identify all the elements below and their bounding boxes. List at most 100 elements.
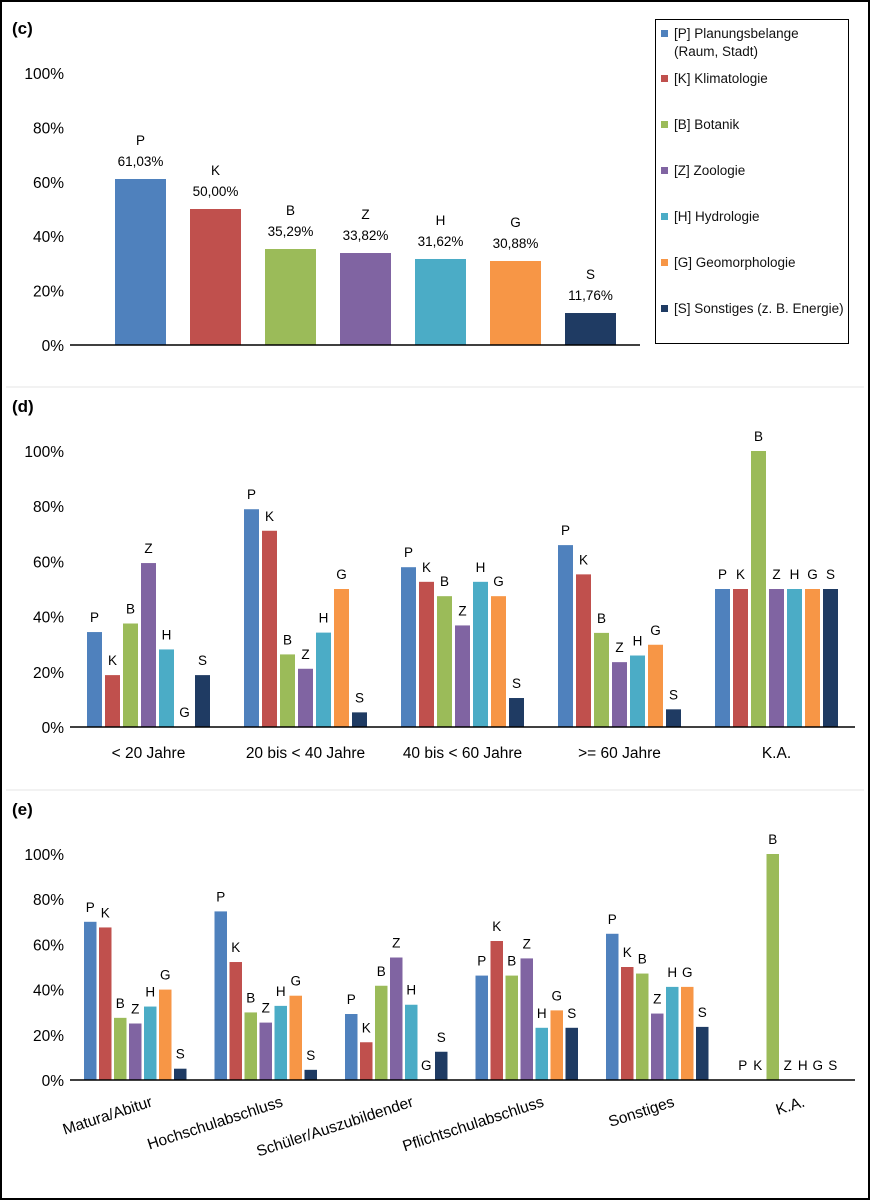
bar-H bbox=[415, 258, 466, 345]
panel-label: (c) bbox=[12, 19, 33, 38]
y-tick-label: 80% bbox=[33, 892, 64, 909]
bar-B bbox=[244, 1012, 257, 1080]
legend: [P] Planungsbelange (Raum, Stadt) [K] Kli… bbox=[655, 19, 849, 344]
bar-key-label: S bbox=[586, 267, 595, 282]
y-tick-label: 80% bbox=[33, 499, 64, 516]
bar-B bbox=[766, 854, 779, 1080]
bar-key-label: Z bbox=[615, 640, 623, 655]
bar-key-label: G bbox=[179, 705, 190, 720]
bar-key-label: H bbox=[790, 567, 800, 582]
bar-H bbox=[316, 632, 331, 727]
bar-key-label: S bbox=[698, 1005, 707, 1020]
bar-key-label: K bbox=[492, 919, 501, 934]
bar-B bbox=[505, 975, 518, 1080]
y-tick-label: 20% bbox=[33, 665, 64, 682]
bar-key-label: H bbox=[162, 627, 172, 642]
legend-label: [K] Klimatologie bbox=[674, 71, 768, 86]
bar-key-label: K bbox=[265, 509, 274, 524]
bar-key-label: G bbox=[160, 968, 171, 983]
bar-P bbox=[244, 509, 259, 727]
legend-label: [Z] Zoologie bbox=[674, 163, 746, 178]
bar-key-label: B bbox=[507, 954, 516, 969]
bar-G bbox=[289, 995, 302, 1080]
panel-label: (e) bbox=[12, 800, 33, 819]
bar-B bbox=[280, 654, 295, 727]
y-tick-label: 60% bbox=[33, 175, 64, 192]
bar-S bbox=[195, 675, 210, 727]
y-tick-label: 100% bbox=[24, 444, 64, 461]
bar-key-label: K bbox=[623, 945, 632, 960]
legend-label: [S] Sonstiges (z. B. Energie) bbox=[674, 301, 844, 316]
bar-K bbox=[262, 530, 277, 727]
bar-key-label: B bbox=[638, 952, 647, 967]
bar-S bbox=[565, 1027, 578, 1080]
bar-P bbox=[214, 911, 227, 1080]
bar-Z bbox=[129, 1023, 142, 1080]
y-tick-label: 0% bbox=[42, 1073, 65, 1090]
bar-H bbox=[787, 589, 802, 727]
bar-B bbox=[123, 623, 138, 727]
bar-key-label: B bbox=[286, 203, 295, 218]
bar-Z bbox=[390, 957, 403, 1080]
y-tick-label: 40% bbox=[33, 610, 64, 627]
bar-key-label: Z bbox=[392, 936, 400, 951]
category-label: >= 60 Jahre bbox=[578, 745, 661, 762]
bar-P bbox=[84, 921, 97, 1080]
bar-key-label: S bbox=[176, 1047, 185, 1062]
bar-key-label: G bbox=[290, 974, 301, 989]
category-label: Sonstiges bbox=[606, 1094, 676, 1131]
bar-key-label: K bbox=[108, 653, 117, 668]
bar-H bbox=[159, 649, 174, 727]
bar-key-label: K bbox=[362, 1020, 371, 1035]
bar-key-label: K bbox=[101, 905, 110, 920]
bar-Z bbox=[298, 668, 313, 727]
bar-Z bbox=[769, 589, 784, 727]
bar-key-label: S bbox=[198, 653, 207, 668]
bar-key-label: S bbox=[828, 1058, 837, 1073]
bar-H bbox=[630, 655, 645, 727]
bar-key-label: Z bbox=[772, 567, 780, 582]
y-tick-label: 100% bbox=[24, 66, 64, 83]
bar-key-label: G bbox=[807, 567, 818, 582]
bar-key-label: S bbox=[355, 690, 364, 705]
bar-key-label: Z bbox=[784, 1058, 792, 1073]
bar-P bbox=[558, 545, 573, 727]
bar-value-label: 11,76% bbox=[568, 288, 613, 303]
bar-K bbox=[576, 574, 591, 727]
bar-G bbox=[159, 989, 172, 1080]
bar-G bbox=[805, 589, 820, 727]
bar-Z bbox=[520, 958, 533, 1080]
bar-S bbox=[666, 709, 681, 727]
bar-key-label: P bbox=[738, 1058, 747, 1073]
bar-B bbox=[751, 451, 766, 727]
bar-B bbox=[114, 1017, 127, 1080]
bar-B bbox=[265, 249, 316, 345]
bar-key-label: Z bbox=[131, 1002, 139, 1017]
bar-S bbox=[352, 712, 367, 727]
bar-G bbox=[550, 1010, 563, 1080]
bar-key-label: Z bbox=[458, 603, 466, 618]
bar-key-label: Z bbox=[361, 207, 369, 222]
bar-key-label: B bbox=[754, 429, 763, 444]
bar-value-label: 33,82% bbox=[343, 228, 389, 243]
bar-S bbox=[823, 589, 838, 727]
category-label: K.A. bbox=[762, 745, 791, 762]
bar-K bbox=[105, 675, 120, 727]
bar-K bbox=[360, 1042, 373, 1080]
y-tick-label: 60% bbox=[33, 554, 64, 571]
bar-key-label: G bbox=[510, 215, 521, 230]
y-tick-label: 0% bbox=[42, 338, 65, 355]
bar-G bbox=[490, 261, 541, 345]
bar-P bbox=[475, 975, 488, 1080]
bar-key-label: P bbox=[608, 912, 617, 927]
bar-B bbox=[636, 973, 649, 1080]
bar-key-label: B bbox=[440, 574, 449, 589]
bar-Z bbox=[612, 662, 627, 727]
bar-key-label: B bbox=[377, 964, 386, 979]
y-tick-label: 40% bbox=[33, 229, 64, 246]
legend-label: [B] Botanik bbox=[674, 117, 740, 132]
bar-key-label: H bbox=[798, 1058, 808, 1073]
bar-P bbox=[606, 933, 619, 1080]
bar-key-label: P bbox=[404, 545, 413, 560]
